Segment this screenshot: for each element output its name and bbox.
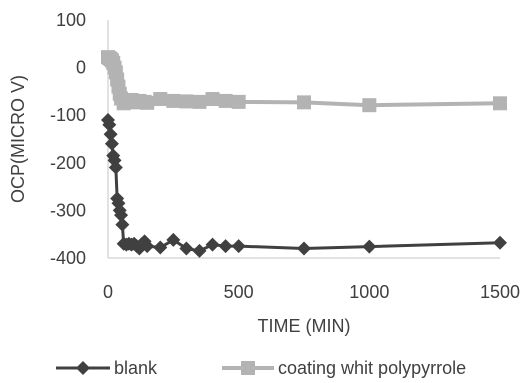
x-axis-title: TIME (MIN)	[258, 316, 351, 336]
series-line-blank	[106, 119, 501, 253]
y-tick-label: 0	[76, 58, 86, 78]
y-tick-labels: 100 0 -100 -200 -300 -400	[50, 10, 86, 268]
legend-item-coating: coating whit polypyrrole	[222, 358, 466, 378]
y-tick-label: 100	[56, 10, 86, 30]
data-point-blank	[493, 235, 507, 250]
data-point-coating	[231, 94, 246, 109]
data-point-blank	[108, 160, 123, 175]
data-point-blank	[102, 117, 117, 132]
legend-marker-coating	[241, 361, 255, 375]
legend-label-coating: coating whit polypyrrole	[278, 358, 466, 378]
data-point-coating	[205, 92, 220, 107]
y-axis-title: OCP(MICRO V)	[8, 75, 28, 203]
y-tick-label: -400	[50, 248, 86, 268]
data-point-blank	[192, 243, 207, 258]
legend-item-blank: blank	[56, 358, 158, 378]
data-point-blank	[140, 239, 155, 254]
y-tick-label: -200	[50, 153, 86, 173]
data-point-blank	[153, 240, 168, 255]
data-point-coating	[166, 93, 181, 108]
data-point-blank	[205, 237, 220, 252]
data-point-coating	[362, 98, 377, 113]
plot-area	[107, 20, 500, 259]
legend: blank coating whit polypyrrole	[56, 358, 466, 378]
data-point-coating	[218, 93, 233, 108]
data-point-blank	[166, 232, 181, 247]
x-tick-label: 1500	[480, 282, 520, 302]
data-point-blank	[103, 127, 118, 142]
y-tick-label: -100	[50, 105, 86, 125]
legend-marker-blank	[76, 361, 90, 375]
data-point-coating	[140, 95, 155, 110]
data-point-coating	[179, 94, 194, 109]
data-point-coating	[153, 92, 168, 107]
data-point-blank	[114, 208, 129, 223]
series-layer	[101, 50, 507, 258]
data-point-coating	[192, 94, 207, 109]
data-point-blank	[362, 239, 377, 254]
data-point-blank	[104, 136, 119, 151]
data-point-coating	[297, 95, 311, 110]
data-point-blank	[179, 241, 194, 256]
x-tick-labels: 0 500 1000 1500	[103, 282, 520, 302]
y-tick-label: -300	[50, 200, 86, 220]
data-point-blank	[231, 239, 246, 254]
data-point-blank	[297, 241, 311, 256]
data-point-blank	[218, 239, 233, 254]
legend-label-blank: blank	[114, 358, 158, 378]
x-tick-label: 1000	[349, 282, 389, 302]
data-point-blank	[115, 217, 130, 232]
x-tick-label: 500	[224, 282, 254, 302]
x-tick-label: 0	[103, 282, 113, 302]
data-point-coating	[493, 96, 507, 111]
